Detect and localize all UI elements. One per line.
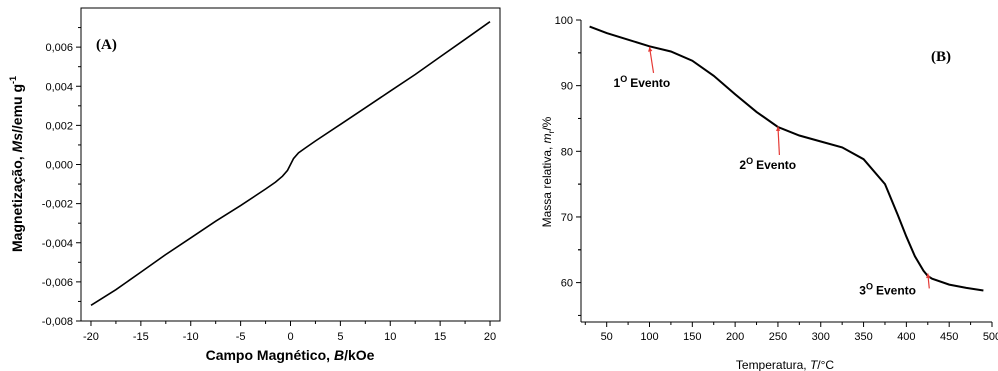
- y-tick-label-a: -0,006: [42, 277, 73, 289]
- x-tick-label-a: -5: [236, 331, 246, 343]
- annotation-arrow-2: [777, 126, 781, 156]
- x-tick-label-a: -10: [183, 331, 199, 343]
- annotation-arrowhead-2: [775, 126, 781, 131]
- x-tick-label-b: 450: [940, 331, 958, 343]
- annotation-arrowhead-3: [926, 273, 931, 279]
- y-axis-title-b: Massa relativa, mr/%: [540, 116, 556, 227]
- x-tick-label-a: 10: [384, 331, 396, 343]
- y-tick-label-b: 60: [561, 278, 573, 290]
- x-tick-label-a: 0: [287, 331, 293, 343]
- y-tick-label-a: -0,008: [42, 316, 73, 328]
- x-axis-title-a: Campo Magnético, B/kOe: [206, 347, 375, 363]
- y-ticks-b: 60 70 80 90 100: [555, 15, 581, 316]
- chart-panel-b: (B) 50 100 150 200 250 300 350 400 450 500 60 70 80…: [540, 15, 998, 371]
- x-tick-label-b: 350: [854, 331, 872, 343]
- y-tick-label-a: 0,000: [45, 160, 73, 172]
- chart-panel-a: (A) -20 -15 -10 -5 0 5 10 15 20 -0,008-0,006-0,0…: [8, 7, 501, 363]
- x-tick-label-b: 100: [640, 331, 658, 343]
- annotation-label-1: 1O Evento: [614, 74, 671, 90]
- y-tick-label-b: 100: [555, 15, 573, 27]
- x-tick-label-b: 300: [812, 331, 830, 343]
- x-tick-label-a: 15: [434, 331, 446, 343]
- y-tick-label-b: 70: [561, 212, 573, 224]
- x-ticks-a: -20 -15 -10 -5 0 5 10 15 20: [83, 321, 496, 343]
- magnetization-curve: [90, 21, 491, 306]
- annotation-label-3: 3O Evento: [859, 281, 916, 297]
- x-tick-label-b: 150: [683, 331, 701, 343]
- x-ticks-b: 50 100 150 200 250 300 350 400 450 500: [584, 322, 998, 343]
- x-tick-label-b: 200: [726, 331, 744, 343]
- y-tick-label-b: 80: [561, 146, 573, 158]
- x-tick-label-a: -20: [83, 331, 99, 343]
- y-tick-label-a: 0,004: [45, 81, 73, 93]
- y-tick-label-a: -0,004: [42, 238, 73, 250]
- annotation-label-2: 2O Evento: [739, 156, 796, 172]
- x-tick-label-b: 500: [983, 331, 998, 343]
- x-tick-label-a: -15: [133, 331, 149, 343]
- x-tick-label-a: 5: [337, 331, 343, 343]
- annotations-b: 1O Evento 2O Evento 3O Evento: [614, 46, 931, 297]
- y-ticks-a: -0,008 -0,006 -0,004 -0,002 0,000 0,002 0,004 0…: [42, 27, 81, 328]
- x-axis-title-b: Temperatura, T/°C: [736, 358, 835, 371]
- y-tick-label-a: 0,006: [45, 42, 73, 54]
- panel-label-a: (A): [96, 37, 117, 53]
- y-tick-label-a: -0,002: [42, 199, 73, 211]
- y-tick-label-a: 0,002: [45, 120, 73, 132]
- y-tick-label-b: 90: [561, 81, 573, 93]
- y-axis-title-a: Magnetização, Ms//emu g-1: [8, 76, 25, 252]
- x-tick-label-b: 250: [769, 331, 787, 343]
- x-tick-label-a: 20: [484, 331, 496, 343]
- annotation-arrowhead-1: [648, 46, 653, 52]
- x-tick-label-b: 50: [601, 331, 613, 343]
- x-tick-label-b: 400: [897, 331, 915, 343]
- panel-label-b: (B): [931, 49, 951, 65]
